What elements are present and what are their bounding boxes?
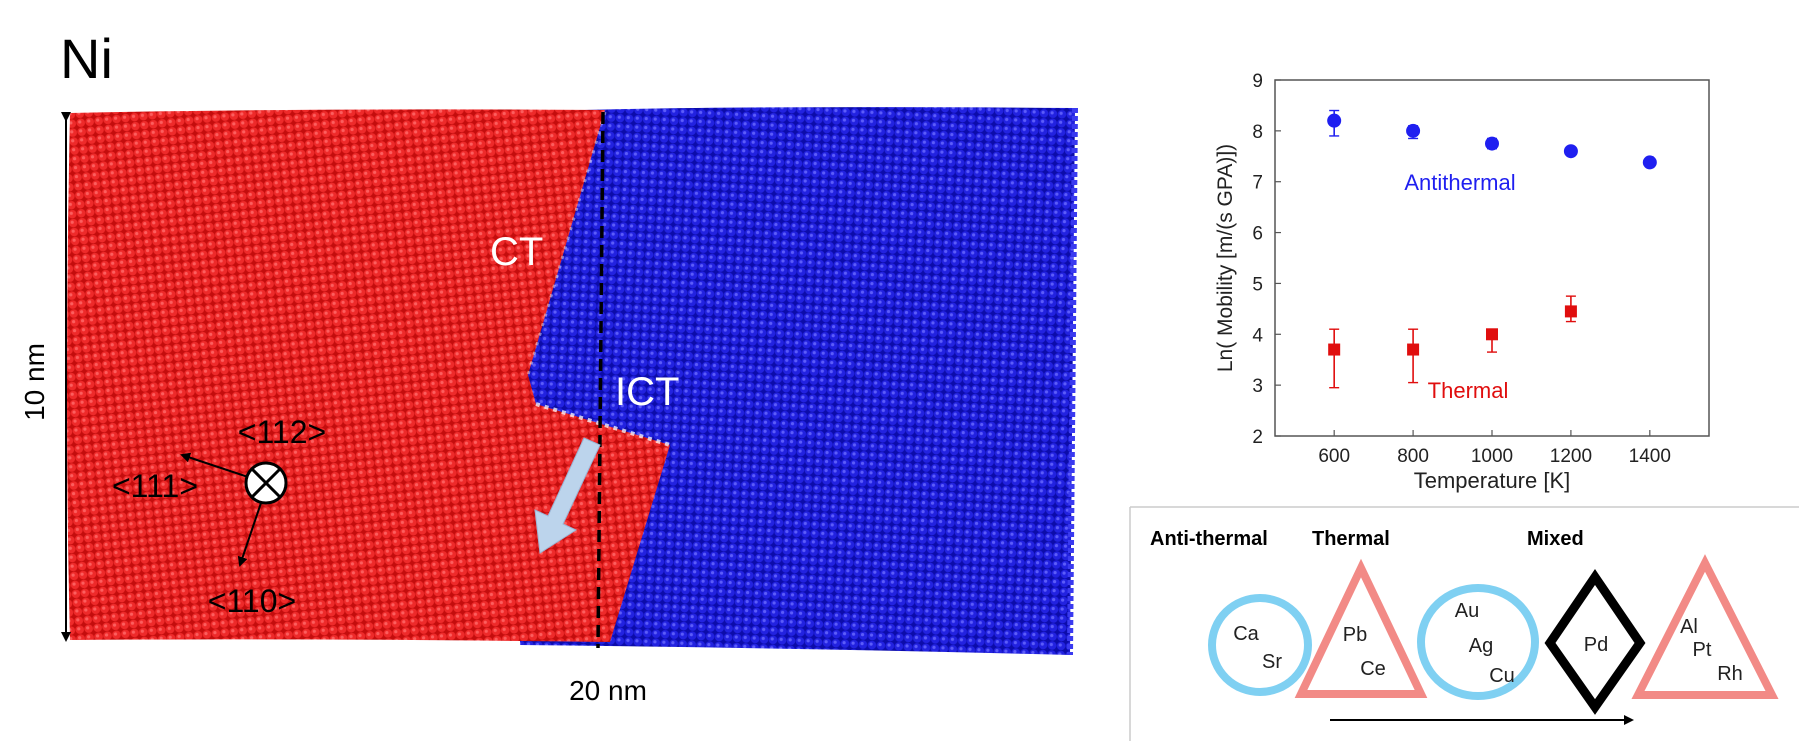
element-cu: Cu — [1489, 665, 1515, 687]
data-point-antithermal — [1563, 144, 1578, 159]
red-grain — [67, 109, 670, 642]
figure-title: Ni — [60, 27, 113, 90]
element-ce: Ce — [1360, 658, 1386, 680]
y-tick-label: 7 — [1252, 173, 1263, 194]
element-pt: Pt — [1693, 639, 1712, 661]
y-tick-label: 3 — [1252, 376, 1263, 397]
chart-ylabel: Ln( Mobility [m/(s GPA)]) — [1214, 144, 1237, 372]
data-point-antithermal — [1327, 113, 1342, 128]
data-point-thermal — [1407, 343, 1420, 356]
ict-label: ICT — [615, 370, 679, 414]
y-tick-label: 2 — [1252, 427, 1263, 448]
data-point-antithermal — [1406, 123, 1421, 138]
data-point-thermal — [1328, 343, 1341, 356]
heading-antithermal: Anti-thermal — [1150, 528, 1268, 550]
y-tick-label: 9 — [1252, 71, 1263, 92]
x-tick-label: 1400 — [1629, 446, 1671, 467]
triangle-shape — [1294, 558, 1428, 698]
chart-xlabel: Temperature [K] — [1414, 468, 1571, 493]
series-label-antithermal: Antithermal — [1404, 170, 1515, 195]
orientation-axes — [180, 452, 288, 567]
element-ca: Ca — [1233, 623, 1259, 645]
data-point-antithermal — [1642, 155, 1657, 170]
classification-panel: Anti-thermal Thermal Mixed Ca Sr Pb Ce A… — [1129, 506, 1799, 741]
y-tick-label: 8 — [1252, 122, 1263, 143]
data-point-antithermal — [1485, 136, 1499, 151]
element-al: Al — [1680, 616, 1698, 638]
blue-grain-edge — [1067, 107, 1078, 656]
x-tick-label: 1000 — [1471, 446, 1513, 467]
y-tick-label: 4 — [1252, 325, 1263, 346]
element-sr: Sr — [1262, 651, 1282, 673]
element-ag: Ag — [1469, 635, 1493, 657]
mobility-chart: 600 800 1000 1200 1400 2 3 4 5 6 7 8 9 Temperature [… — [1214, 71, 1710, 493]
y-tick-label: 6 — [1252, 224, 1263, 245]
data-point-thermal — [1564, 305, 1577, 318]
orient-110-label: <110> — [208, 583, 296, 619]
element-rh: Rh — [1717, 663, 1743, 685]
migration-arrow-icon — [534, 437, 601, 554]
triangle-shape-2 — [1631, 554, 1779, 699]
data-point-thermal — [1486, 328, 1498, 341]
x-tick-label: 1200 — [1550, 446, 1592, 467]
element-au: Au — [1455, 600, 1479, 622]
width-dimension-label: 20 nm — [569, 675, 647, 706]
circle-shape-2 — [1417, 584, 1539, 700]
series-label-thermal: Thermal — [1428, 378, 1509, 403]
x-tick-label: 800 — [1397, 446, 1429, 467]
heading-thermal: Thermal — [1312, 528, 1390, 550]
element-pb: Pb — [1343, 624, 1367, 646]
orient-112-label: <112> — [238, 414, 326, 450]
diamond-shape — [1544, 569, 1646, 715]
orient-111-label: <111> — [112, 468, 198, 504]
height-dimension-label: 10 nm — [19, 343, 50, 421]
circle-shape — [1208, 594, 1312, 696]
heading-mixed: Mixed — [1527, 528, 1584, 550]
reference-dashed-line — [596, 111, 605, 649]
y-tick-label: 5 — [1252, 274, 1263, 295]
ct-label: CT — [490, 230, 543, 274]
blue-grain — [520, 107, 1075, 656]
element-pd: Pd — [1584, 634, 1608, 656]
x-tick-label: 600 — [1318, 446, 1350, 467]
